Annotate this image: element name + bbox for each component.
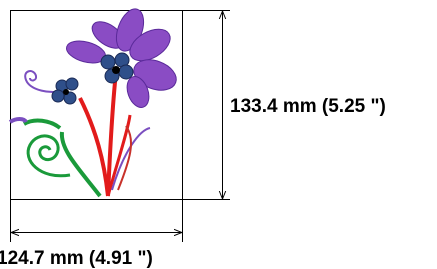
height-dimension: 133.4 mm (5.25 ")	[182, 11, 386, 200]
width-label: 124.7 mm (4.91 ")	[0, 248, 153, 269]
design-diagram: 133.4 mm (5.25 ") 124.7 mm (4.91 ")	[0, 0, 437, 269]
page: 133.4 mm (5.25 ") 124.7 mm (4.91 ") (() …	[0, 0, 437, 269]
height-label: 133.4 mm (5.25 ")	[230, 96, 386, 117]
width-dimension: 124.7 mm (4.91 ")	[0, 199, 183, 269]
